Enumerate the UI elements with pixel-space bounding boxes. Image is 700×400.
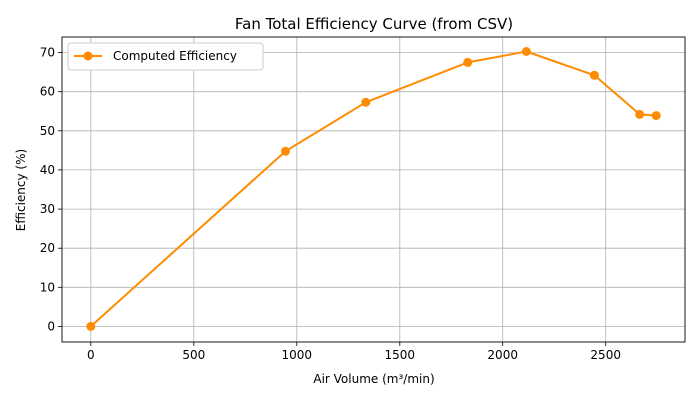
x-tick-label: 2000	[487, 348, 518, 362]
grid-lines	[62, 37, 685, 342]
y-tick-label: 70	[40, 46, 55, 60]
data-point	[361, 97, 371, 107]
x-axis-title: Air Volume (m³/min)	[313, 372, 434, 386]
x-tick-label: 1000	[282, 348, 313, 362]
ticks-layer: 0 500 1000 1500 2000 2500 0 10 20 30 40 50 60 70	[40, 46, 621, 362]
y-tick-label: 40	[40, 163, 55, 177]
legend: Computed Efficiency	[67, 42, 264, 71]
data-point	[651, 111, 661, 121]
series-line	[90, 50, 657, 328]
plot-frame	[61, 36, 686, 343]
y-tick-label: 30	[40, 202, 55, 216]
y-tick-label: 60	[40, 85, 55, 99]
series-layer	[86, 47, 661, 331]
legend-label: Computed Efficiency	[113, 49, 237, 63]
chart-title: Fan Total Efficiency Curve (from CSV)	[235, 15, 513, 33]
y-axis-title: Efficiency (%)	[14, 149, 28, 231]
data-point	[86, 321, 96, 331]
y-tick-label: 0	[47, 319, 55, 333]
x-tick-label: 2500	[590, 348, 621, 362]
legend-box	[67, 42, 264, 71]
x-tick-label: 1500	[385, 348, 416, 362]
data-point	[281, 146, 290, 156]
x-tick-label: 500	[182, 348, 205, 362]
data-point	[589, 70, 599, 80]
x-tick-label: 0	[87, 348, 95, 362]
y-tick-label: 10	[40, 280, 55, 294]
y-tick-label: 20	[40, 241, 55, 255]
legend-marker-sample	[83, 51, 93, 61]
data-point	[463, 57, 473, 67]
y-tick-label: 50	[40, 124, 55, 138]
data-point	[521, 47, 531, 56]
data-point	[635, 109, 645, 119]
